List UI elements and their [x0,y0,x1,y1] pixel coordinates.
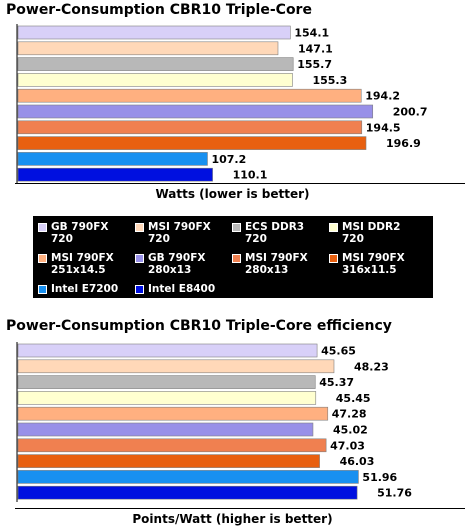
chart2-bar-9 [17,485,358,500]
legend-swatch [38,285,47,294]
legend-label: MSI 790FX 280x13 [245,252,308,276]
chart2-bar-0 [17,343,318,358]
legend-item-0: GB 790FX 720 [38,221,108,245]
legend-label: GB 790FX 280x13 [148,252,206,276]
chart2-value-label-8: 51.96 [362,471,397,484]
legend: GB 790FX 720 MSI 790FX 720 ECS DDR3 720 MSI… [33,216,433,298]
legend-label: Intel E7200 [51,283,119,295]
legend-swatch [135,223,144,232]
chart1-value-label-4: 194.2 [365,90,400,103]
legend-item-9: Intel E8400 [135,283,215,295]
chart1-bar-5 [17,104,374,119]
chart1-value-label-8: 107.2 [211,153,246,166]
chart2-value-label-7: 46.03 [340,455,375,468]
legend-item-3: MSI DDR2 720 [329,221,400,245]
chart1-xlabel: Watts (lower is better) [155,187,310,201]
chart1-value-label-7: 196.9 [386,137,421,150]
chart2-value-label-2: 45.37 [319,376,354,389]
chart2-title: Power-Consumption CBR10 Triple-Core effi… [6,318,392,334]
legend-swatch [135,285,144,294]
chart2-bar-7 [17,454,320,468]
legend-swatch [232,254,241,263]
legend-swatch [329,254,338,263]
chart2-axis-line [15,508,465,509]
chart1-bar-3 [17,73,293,87]
legend-label: MSI 790FX 251x14.5 [51,252,114,276]
chart1-bar-6 [17,120,363,135]
chart2-value-label-3: 45.45 [336,392,371,405]
chart2-value-label-4: 47.28 [332,408,367,421]
chart1-bar-4 [17,88,362,103]
chart1-value-label-1: 147.1 [298,42,333,55]
chart1-bar-1 [17,41,279,56]
chart2-bar-4 [17,406,329,421]
chart1-value-label-0: 154.1 [294,27,329,40]
legend-swatch [232,223,241,232]
chart2-bar-2 [17,375,316,389]
legend-item-7: MSI 790FX 316x11.5 [329,252,405,276]
chart1-bar-7 [17,136,367,150]
legend-label: GB 790FX 720 [51,221,109,245]
chart2-bar-5 [17,422,314,437]
chart1-title: Power-Consumption CBR10 Triple-Core [6,2,312,18]
legend-item-5: GB 790FX 280x13 [135,252,205,276]
legend-label: Intel E8400 [148,283,216,295]
chart2-bar-1 [17,359,335,374]
legend-swatch [38,223,47,232]
chart2-value-label-1: 48.23 [354,360,389,373]
legend-label: MSI DDR2 720 [342,221,401,245]
chart1-bar-0 [17,25,291,40]
chart2-bar-6 [17,438,327,453]
chart2-value-label-6: 47.03 [330,439,365,452]
chart2-bar-8 [17,470,359,484]
chart1-bar-9 [17,167,213,182]
legend-label: ECS DDR3 720 [245,221,305,245]
chart2-value-label-0: 45.65 [321,345,356,358]
chart1-value-label-5: 200.7 [393,106,428,119]
chart1-value-label-2: 155.7 [297,58,332,71]
chart1-plot: 154.1 147.1 155.7 155.3 194.2 200.7 194.5 196.9… [16,24,428,184]
chart1-value-label-6: 194.5 [366,121,401,134]
chart2-value-label-9: 51.76 [377,487,412,500]
chart2-xlabel: Points/Watt (higher is better) [132,512,333,526]
legend-item-8: Intel E7200 [38,283,118,295]
chart2-value-label-5: 45.02 [333,424,368,437]
legend-swatch [329,223,338,232]
legend-label: MSI 790FX 316x11.5 [342,252,405,276]
legend-item-6: MSI 790FX 280x13 [232,252,308,276]
legend-swatch [38,254,47,263]
legend-item-2: ECS DDR3 720 [232,221,304,245]
legend-item-4: MSI 790FX 251x14.5 [38,252,114,276]
chart1-bar-8 [17,152,208,166]
chart1-axis-line [15,183,465,184]
chart1-bar-2 [17,57,294,71]
chart1-value-label-3: 155.3 [312,74,347,87]
chart1-value-label-9: 110.1 [233,169,268,182]
legend-label: MSI 790FX 720 [148,221,211,245]
legend-item-1: MSI 790FX 720 [135,221,211,245]
chart2-bar-3 [17,391,317,405]
legend-swatch [135,254,144,263]
